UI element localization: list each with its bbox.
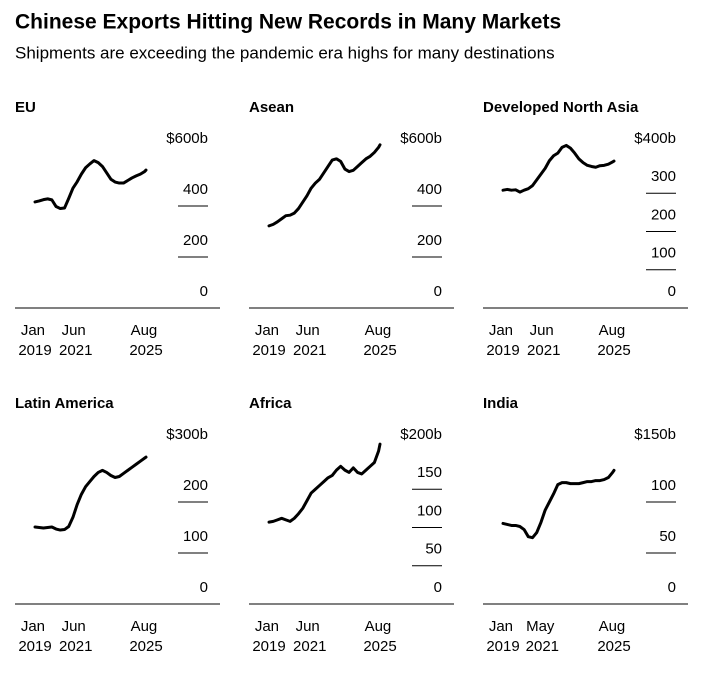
y-tick-label: $150b <box>634 426 676 443</box>
y-tick-label: 150 <box>417 464 442 481</box>
x-tick-label: Jun 2021 <box>59 322 92 359</box>
panel-title: India <box>483 395 519 412</box>
y-tick-label: 0 <box>200 579 208 596</box>
x-tick-label: Jun 2021 <box>293 618 326 655</box>
y-tick-label: 0 <box>434 579 442 596</box>
y-tick-label: 50 <box>659 528 676 545</box>
x-tick-label: Jan 2019 <box>252 322 285 359</box>
chart-title: Chinese Exports Hitting New Records in M… <box>15 11 561 34</box>
panel-title: EU <box>15 99 36 116</box>
y-tick-label: 200 <box>183 477 208 494</box>
x-tick-label: Jun 2021 <box>527 322 560 359</box>
y-tick-label: 100 <box>651 245 676 262</box>
series-line <box>501 143 616 194</box>
chart-subtitle: Shipments are exceeding the pandemic era… <box>15 43 555 62</box>
y-tick-label: 100 <box>183 528 208 545</box>
x-tick-label: Aug 2025 <box>597 322 630 359</box>
y-tick-label: 0 <box>668 283 676 300</box>
x-tick-label: Aug 2025 <box>597 618 630 655</box>
x-tick-label: Jan 2019 <box>486 322 519 359</box>
x-tick-label: May 2021 <box>526 618 559 655</box>
x-tick-label: Jan 2019 <box>252 618 285 655</box>
x-tick-label: Jun 2021 <box>59 618 92 655</box>
panel-title: Developed North Asia <box>483 99 639 116</box>
y-tick-label: 0 <box>434 283 442 300</box>
series-line <box>501 468 616 540</box>
panel-title: Africa <box>249 395 292 412</box>
x-tick-label: Jan 2019 <box>486 618 519 655</box>
y-tick-label: 400 <box>417 181 442 198</box>
y-tick-label: 100 <box>417 502 442 519</box>
y-tick-label: 50 <box>425 541 442 558</box>
y-tick-label: 200 <box>183 232 208 249</box>
series-line <box>33 159 148 211</box>
y-tick-label: 200 <box>417 232 442 249</box>
x-tick-label: Aug 2025 <box>129 618 162 655</box>
x-tick-label: Jun 2021 <box>293 322 326 359</box>
panel-title: Latin America <box>15 395 114 412</box>
series-line <box>267 442 382 524</box>
x-tick-label: Aug 2025 <box>129 322 162 359</box>
y-tick-label: 0 <box>668 579 676 596</box>
series-line <box>267 143 382 228</box>
y-tick-label: 100 <box>651 477 676 494</box>
y-tick-label: 300 <box>651 168 676 185</box>
y-tick-label: 0 <box>200 283 208 300</box>
x-tick-label: Aug 2025 <box>363 618 396 655</box>
y-tick-label: $600b <box>166 130 208 147</box>
y-tick-label: 200 <box>651 206 676 223</box>
x-tick-label: Jan 2019 <box>18 618 51 655</box>
series-line <box>33 455 148 532</box>
x-tick-label: Jan 2019 <box>18 322 51 359</box>
panel-title: Asean <box>249 99 294 116</box>
y-tick-label: $600b <box>400 130 442 147</box>
x-tick-label: Aug 2025 <box>363 322 396 359</box>
y-tick-label: $300b <box>166 426 208 443</box>
y-tick-label: 400 <box>183 181 208 198</box>
y-tick-label: $400b <box>634 130 676 147</box>
y-tick-label: $200b <box>400 426 442 443</box>
